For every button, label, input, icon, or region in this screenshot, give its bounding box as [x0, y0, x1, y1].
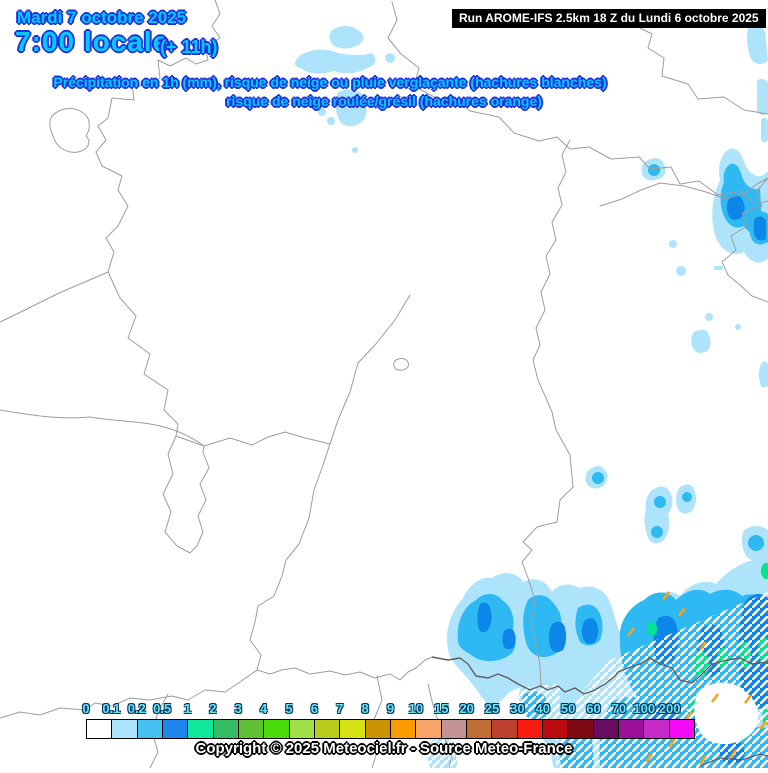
- legend-tick-label: 6: [310, 701, 318, 716]
- legend-tick-label: 7: [336, 701, 344, 716]
- legend-tick-label: 40: [535, 701, 550, 716]
- legend-tick-label: 0: [82, 701, 90, 716]
- legend-tick-label: 4: [260, 701, 268, 716]
- time-label: 7:00 locale: [15, 26, 170, 57]
- legend-cell: [593, 719, 619, 739]
- legend-tick-label: 10: [408, 701, 424, 716]
- legend-tick-label: 30: [510, 701, 525, 716]
- legend-cell: [238, 719, 265, 739]
- legend-cell: [618, 719, 645, 739]
- legend-bar: [86, 719, 695, 739]
- legend-cell: [669, 719, 695, 739]
- legend-cell: [213, 719, 239, 739]
- legend-cell: [644, 719, 670, 739]
- legend-tick-label: 3: [234, 701, 242, 716]
- date-label: Mardi 7 octobre 2025: [17, 8, 187, 27]
- south-border: [699, 753, 768, 767]
- legend-tick-label: 200: [658, 701, 681, 716]
- legend-cell: [264, 719, 290, 739]
- legend-tick-label: 5: [285, 701, 293, 716]
- legend-tick-label: 2: [209, 701, 217, 716]
- legend-labels: 0 0.1 0.2 0.5 1 2 3 4 5 6 7 8 9 10 15 20 25 30 40 50 60 70 100…: [82, 701, 695, 719]
- legend-tick-label: 25: [484, 701, 500, 716]
- legend-cell: [314, 719, 341, 739]
- legend-tick-label: 50: [560, 701, 576, 716]
- legend-cell: [441, 719, 467, 739]
- legend-tick-label: 100: [633, 701, 656, 716]
- legend-cell: [492, 719, 518, 739]
- legend-tick-label: 20: [459, 701, 474, 716]
- legend-cell: [365, 719, 391, 739]
- legend-tick-label: 8: [361, 701, 369, 716]
- legend-tick-label: 0.1: [102, 701, 121, 716]
- legend-cell: [542, 719, 569, 739]
- legend-tick-label: 15: [434, 701, 449, 716]
- alpine-border: [431, 656, 768, 695]
- legend-cell: [466, 719, 493, 739]
- subtitle-line-2: risque de neige roulée/grésil (hachures …: [226, 93, 542, 109]
- legend-tick-label: 9: [386, 701, 395, 716]
- legend-cell: [188, 719, 214, 739]
- legend-cell: [87, 719, 113, 739]
- precip-scale-legend: 0 0.1 0.2 0.5 1 2 3 4 5 6 7 8 9 10 15 20 25 30 40 50 60 70 100…: [82, 701, 695, 739]
- legend-cell: [289, 719, 315, 739]
- legend-cell: [340, 719, 366, 739]
- legend-tick-label: 0.2: [127, 701, 146, 716]
- legend-tick-label: 70: [611, 701, 627, 716]
- graupel-hatch-marks: [627, 591, 767, 765]
- legend-cell: [112, 719, 138, 739]
- legend-cell: [416, 719, 442, 739]
- legend-tick-label: 0.5: [153, 701, 172, 716]
- legend-cell: [162, 719, 189, 739]
- forecast-offset-label: (+ 11h): [160, 37, 218, 57]
- legend-cell: [137, 719, 163, 739]
- subtitle-line-1: Précipitation en 1h (mm), risque de neig…: [53, 74, 607, 90]
- legend-tick-label: 60: [586, 701, 601, 716]
- copyright-label: Copyright © 2025 Meteociel.fr - Source M…: [195, 740, 573, 757]
- legend-tick-label: 1: [183, 701, 192, 716]
- model-run-banner: Run AROME-IFS 2.5km 18 Z du Lundi 6 octo…: [452, 9, 766, 28]
- legend-cell: [390, 719, 417, 739]
- legend-cell: [517, 719, 543, 739]
- legend-cell: [568, 719, 594, 739]
